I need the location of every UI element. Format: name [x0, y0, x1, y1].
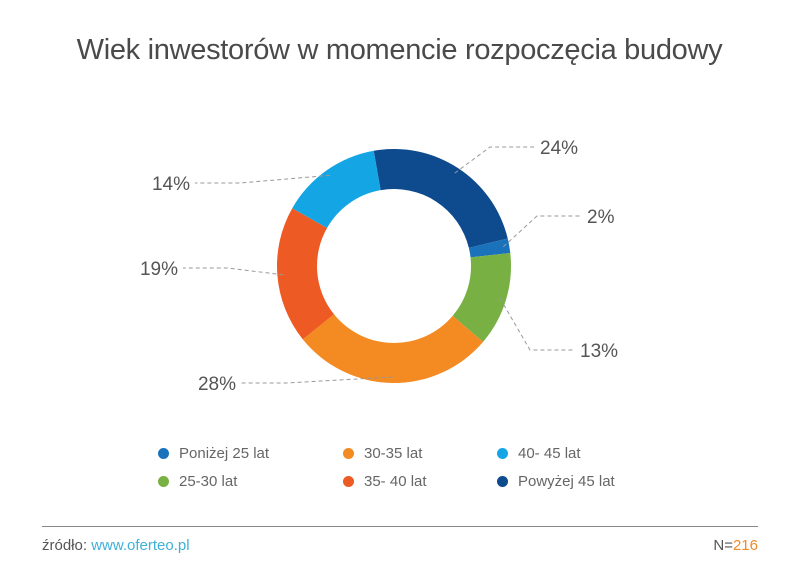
data-label: 13% — [580, 341, 618, 362]
donut-slice — [292, 150, 381, 228]
legend-swatch — [343, 448, 354, 459]
footer-divider — [42, 526, 758, 527]
legend-label: 25-30 lat — [179, 473, 238, 490]
legend-swatch — [497, 448, 508, 459]
leader-line — [499, 298, 575, 351]
legend-label: 40- 45 lat — [518, 445, 581, 462]
legend-swatch — [158, 448, 169, 459]
leader-line — [241, 376, 393, 384]
donut-slice — [452, 252, 511, 342]
legend-label: Poniżej 25 lat — [179, 445, 270, 462]
donut-slice — [277, 208, 334, 340]
source-prefix: źródło: — [42, 537, 92, 554]
chart-title: Wiek inwestorów w momencie rozpoczęcia b… — [76, 34, 723, 66]
legend-item: Poniżej 25 lat — [158, 445, 269, 462]
data-label: 2% — [587, 207, 615, 228]
legend-item: 35- 40 lat — [343, 473, 427, 490]
donut-slice — [373, 149, 508, 248]
legend-swatch — [158, 476, 169, 487]
data-label: 28% — [198, 374, 236, 395]
legend-label: Powyżej 45 lat — [518, 473, 615, 490]
source-note: źródło: www.oferteo.pl — [42, 537, 190, 554]
donut-slice — [302, 314, 484, 384]
legend-label: 30-35 lat — [364, 445, 423, 462]
legend-item: 30-35 lat — [343, 445, 422, 462]
n-prefix: N= — [713, 537, 733, 554]
donut-slice — [468, 238, 511, 258]
data-label: 24% — [540, 138, 578, 159]
data-label: 19% — [140, 259, 178, 280]
legend-item: Powyżej 45 lat — [497, 473, 615, 490]
data-label: 14% — [152, 174, 190, 195]
sample-size: N=216 — [713, 537, 758, 554]
n-value: 216 — [732, 537, 758, 554]
legend-swatch — [497, 476, 508, 487]
legend-item: 25-30 lat — [158, 473, 237, 490]
legend-label: 35- 40 lat — [364, 473, 427, 490]
leader-line — [183, 267, 284, 276]
leader-line — [454, 146, 535, 174]
legend-swatch — [343, 476, 354, 487]
leader-line — [195, 174, 331, 184]
legend-item: 40- 45 lat — [497, 445, 581, 462]
leader-line — [502, 215, 582, 248]
source-link[interactable]: www.oferteo.pl — [91, 537, 190, 554]
